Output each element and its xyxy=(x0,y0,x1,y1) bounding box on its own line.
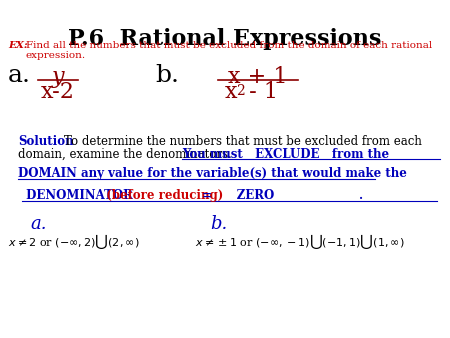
Text: x-2: x-2 xyxy=(41,81,75,103)
Text: y: y xyxy=(52,66,64,88)
Text: $x \neq 2$ or $(-\infty,2)\bigcup(2,\infty)$: $x \neq 2$ or $(-\infty,2)\bigcup(2,\inf… xyxy=(8,232,140,251)
Text: expression.: expression. xyxy=(26,51,86,60)
Text: a.: a. xyxy=(30,215,46,233)
Text: a.: a. xyxy=(8,64,31,87)
Text: To determine the numbers that must be excluded from each: To determine the numbers that must be ex… xyxy=(64,135,422,148)
Text: $x \neq \pm 1$ or $(-\infty,-1)\bigcup(-1,1)\bigcup(1,\infty)$: $x \neq \pm 1$ or $(-\infty,-1)\bigcup(-… xyxy=(195,232,405,251)
Text: Solution: Solution xyxy=(18,135,74,148)
Text: .: . xyxy=(260,189,363,202)
Text: b.: b. xyxy=(210,215,227,233)
Text: x: x xyxy=(225,81,238,103)
Text: P.6  Rational Expressions: P.6 Rational Expressions xyxy=(68,28,382,50)
Text: x + 1: x + 1 xyxy=(228,66,288,88)
Text: DOMAIN any value for the variable(s) that would make the: DOMAIN any value for the variable(s) tha… xyxy=(18,167,407,180)
Text: (before reducing): (before reducing) xyxy=(98,189,223,202)
Text: DENOMINATOR: DENOMINATOR xyxy=(22,189,133,202)
Text: You must   EXCLUDE   from the: You must EXCLUDE from the xyxy=(182,148,389,161)
Text: - 1: - 1 xyxy=(242,81,278,103)
Text: b.: b. xyxy=(155,64,179,87)
Text: domain, examine the denominators.: domain, examine the denominators. xyxy=(18,148,239,161)
Text: EX:: EX: xyxy=(8,41,28,50)
Text: Find all the numbers that must be excluded from the domain of each rational: Find all the numbers that must be exclud… xyxy=(26,41,432,50)
Text: 2: 2 xyxy=(236,84,245,98)
Text: =      ZERO: = ZERO xyxy=(198,189,274,202)
